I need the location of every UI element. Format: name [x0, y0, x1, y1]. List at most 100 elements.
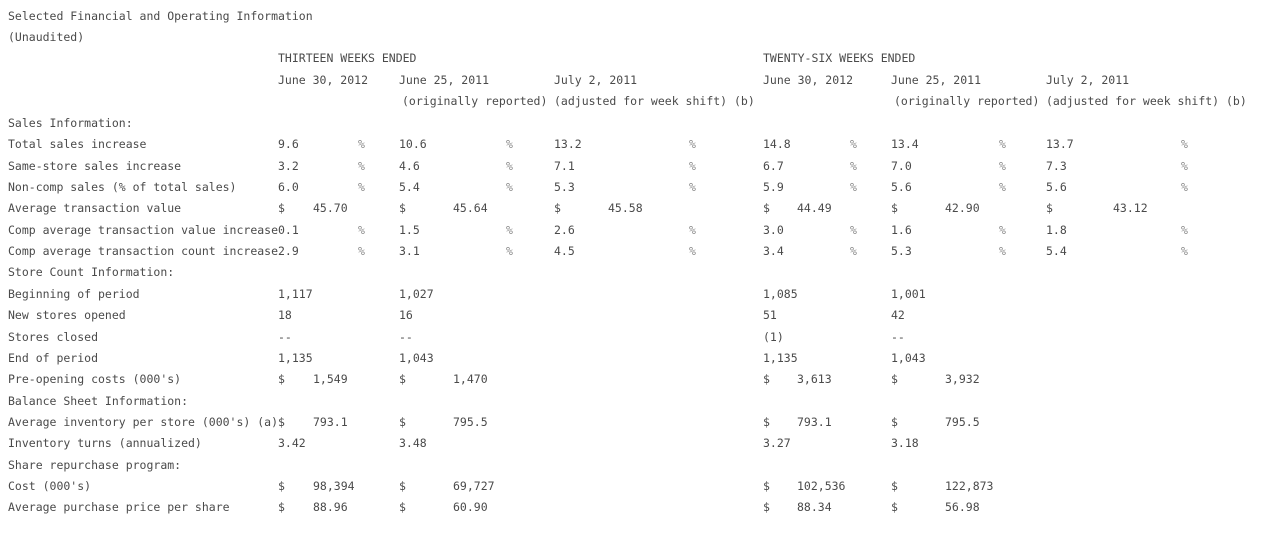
dollar-sign: $ [278, 201, 285, 215]
cell-value: 1,549 [313, 372, 348, 386]
dollar-sign: $ [278, 372, 285, 386]
percent-sign: % [506, 137, 513, 151]
dollar-sign: $ [763, 201, 770, 215]
row-label: Non-comp sales (% of total sales) [8, 180, 237, 194]
cell-value: 5.3 [554, 180, 575, 194]
percent-sign: % [689, 223, 696, 237]
percent-sign: % [999, 159, 1006, 173]
report-subtitle: (Unaudited) [8, 30, 85, 44]
cell-value: 5.4 [1046, 244, 1067, 258]
cell-value: 7.1 [554, 159, 575, 173]
cell-value: 4.5 [554, 244, 575, 258]
row-label: Beginning of period [8, 287, 140, 301]
cell-value: 1,001 [891, 287, 926, 301]
cell-value: 3.1 [399, 244, 420, 258]
cell-value: (1) [763, 330, 784, 344]
cell-value: -- [278, 330, 292, 344]
percent-sign: % [358, 244, 365, 258]
percent-sign: % [506, 244, 513, 258]
cell-value: 122,873 [945, 479, 994, 493]
row-label: Inventory turns (annualized) [8, 436, 202, 450]
cell-value: 6.7 [763, 159, 784, 173]
cell-value: 18 [278, 308, 292, 322]
cell-value: 5.4 [399, 180, 420, 194]
cell-value: 1,470 [453, 372, 488, 386]
cell-value: 44.49 [797, 201, 832, 215]
cell-value: 42 [891, 308, 905, 322]
cell-value: 10.6 [399, 137, 427, 151]
dollar-sign: $ [554, 201, 561, 215]
row-label: Stores closed [8, 330, 99, 344]
cell-value: 69,727 [453, 479, 495, 493]
percent-sign: % [689, 244, 696, 258]
cell-value: 793.1 [797, 415, 832, 429]
cell-value: 3,932 [945, 372, 980, 386]
cell-value: 13.4 [891, 137, 919, 151]
cell-value: 795.5 [453, 415, 488, 429]
cell-value: 3.27 [763, 436, 791, 450]
percent-sign: % [1181, 159, 1188, 173]
section-header: Balance Sheet Information: [8, 394, 189, 408]
percent-sign: % [999, 137, 1006, 151]
cell-value: 3.48 [399, 436, 427, 450]
column-date-2: July 2, 2011 [554, 73, 638, 87]
cell-value: 4.6 [399, 159, 420, 173]
cell-value: 2.6 [554, 223, 575, 237]
cell-value: 3.18 [891, 436, 919, 450]
row-label: Average inventory per store (000's) (a) [8, 415, 279, 429]
row-label: New stores opened [8, 308, 126, 322]
cell-value: 13.7 [1046, 137, 1074, 151]
cell-value: 1,043 [891, 351, 926, 365]
percent-sign: % [850, 180, 857, 194]
cell-value: 3,613 [797, 372, 832, 386]
percent-sign: % [999, 244, 1006, 258]
group-header-thirteen-weeks: THIRTEEN WEEKS ENDED [278, 51, 417, 65]
cell-value: 3.42 [278, 436, 306, 450]
dollar-sign: $ [891, 500, 898, 514]
column-note-4: (originally reported) [894, 94, 1040, 108]
cell-value: 45.64 [453, 201, 488, 215]
cell-value: 3.4 [763, 244, 784, 258]
percent-sign: % [999, 180, 1006, 194]
cell-value: 1,027 [399, 287, 434, 301]
percent-sign: % [850, 223, 857, 237]
column-date-1: June 25, 2011 [399, 73, 490, 87]
dollar-sign: $ [891, 479, 898, 493]
column-date-4: June 25, 2011 [891, 73, 982, 87]
cell-value: 5.6 [1046, 180, 1067, 194]
percent-sign: % [689, 159, 696, 173]
section-header: Sales Information: [8, 116, 133, 130]
row-label: Total sales increase [8, 137, 147, 151]
percent-sign: % [850, 137, 857, 151]
percent-sign: % [689, 180, 696, 194]
dollar-sign: $ [763, 500, 770, 514]
cell-value: 1.6 [891, 223, 912, 237]
cell-value: 9.6 [278, 137, 299, 151]
percent-sign: % [689, 137, 696, 151]
row-label: End of period [8, 351, 99, 365]
cell-value: 1,085 [763, 287, 798, 301]
percent-sign: % [358, 159, 365, 173]
cell-value: 1.8 [1046, 223, 1067, 237]
column-date-3: June 30, 2012 [763, 73, 854, 87]
cell-value: 98,394 [313, 479, 355, 493]
percent-sign: % [506, 180, 513, 194]
percent-sign: % [1181, 244, 1188, 258]
percent-sign: % [358, 137, 365, 151]
cell-value: 7.3 [1046, 159, 1067, 173]
dollar-sign: $ [278, 500, 285, 514]
cell-value: 51 [763, 308, 777, 322]
cell-value: 45.70 [313, 201, 348, 215]
percent-sign: % [506, 223, 513, 237]
row-label: Average transaction value [8, 201, 182, 215]
cell-value: -- [399, 330, 413, 344]
dollar-sign: $ [399, 372, 406, 386]
cell-value: 88.96 [313, 500, 348, 514]
dollar-sign: $ [891, 415, 898, 429]
cell-value: 16 [399, 308, 413, 322]
cell-value: 3.0 [763, 223, 784, 237]
column-date-0: June 30, 2012 [278, 73, 369, 87]
cell-value: 1.5 [399, 223, 420, 237]
row-label: Comp average transaction value increase [8, 223, 279, 237]
